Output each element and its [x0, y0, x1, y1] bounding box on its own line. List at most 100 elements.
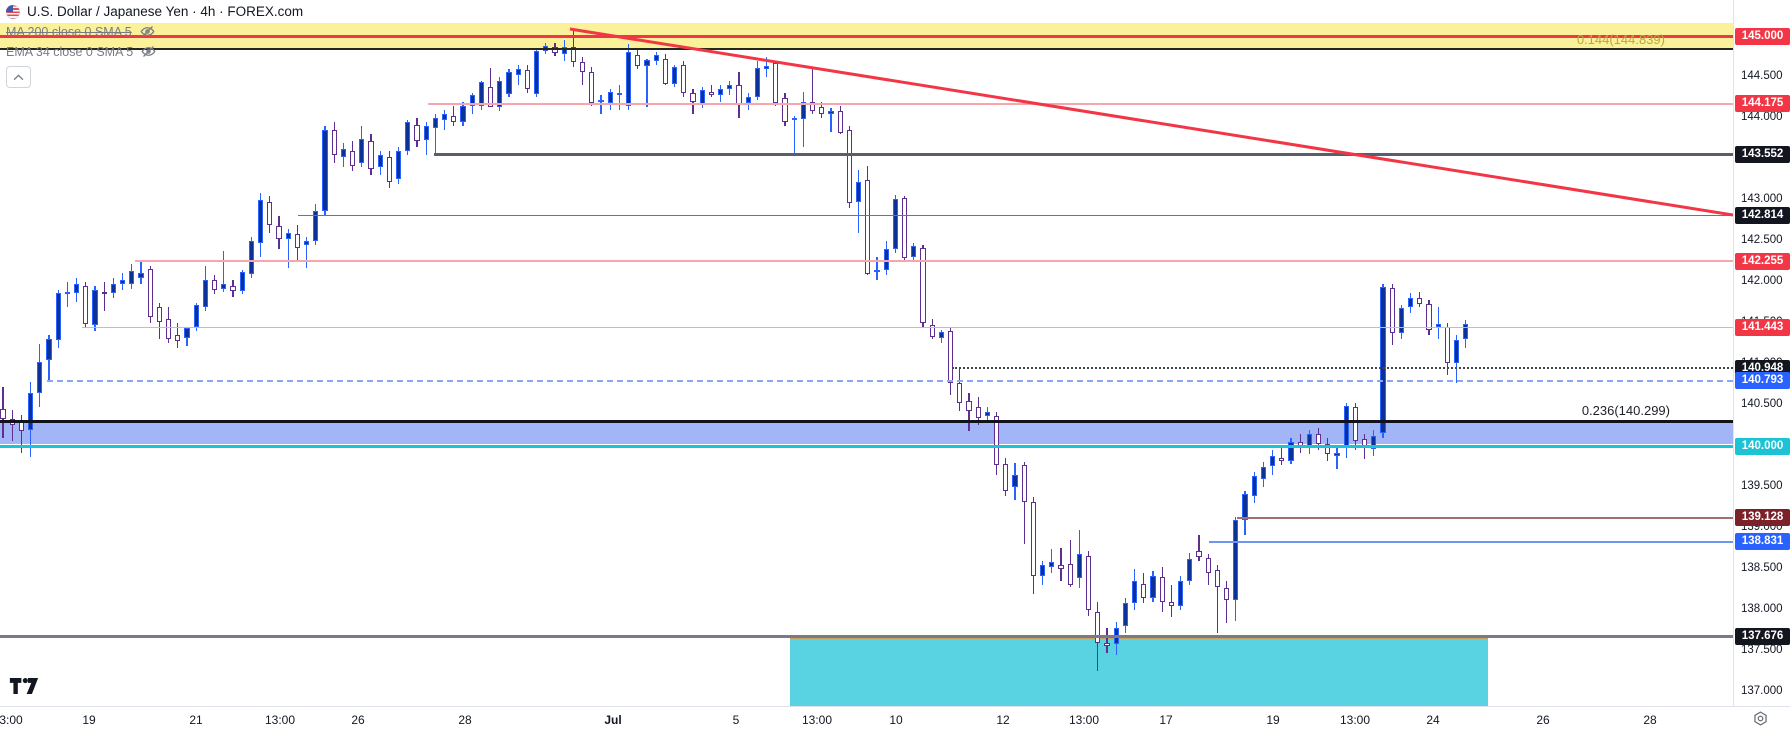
candle-down	[773, 63, 779, 104]
indicator-row-ma200[interactable]: MA 200 close 0 SMA 5	[6, 22, 303, 41]
price-tick: 144.500	[1741, 70, 1783, 82]
candle-up	[616, 92, 623, 95]
level-line-142.814	[298, 214, 1733, 216]
time-label: 3:00	[0, 713, 23, 727]
candle-wick	[517, 64, 519, 86]
candle-down	[1003, 464, 1009, 492]
candle-down	[1279, 458, 1285, 461]
candle-up	[129, 270, 135, 285]
candle-wick	[1051, 548, 1053, 574]
price-badge-143.552: 143.552	[1735, 146, 1790, 164]
candle-down	[1361, 439, 1368, 449]
level-line-142.255	[135, 260, 1733, 262]
price-badge-144.175: 144.175	[1735, 95, 1790, 113]
eye-off-icon[interactable]	[140, 24, 155, 39]
indicator-row-ema34[interactable]: EMA 34 close 0 SMA 5	[6, 42, 303, 61]
candle-up	[285, 232, 291, 240]
candle-down	[1141, 583, 1147, 598]
candle-up	[73, 284, 80, 293]
candle-up	[1049, 561, 1055, 567]
price-axis[interactable]: 144.500144.000143.500143.000142.500142.0…	[1733, 0, 1790, 706]
candle-up	[432, 118, 439, 128]
candle-up	[1463, 323, 1469, 339]
candle-up	[1269, 455, 1276, 467]
candle-down	[1205, 558, 1211, 574]
candle-up	[377, 154, 383, 168]
candle-up	[110, 284, 117, 293]
chevron-up-icon	[13, 73, 24, 80]
candle-up	[1242, 494, 1248, 520]
candle-down	[901, 197, 908, 259]
level-line-137.676	[0, 634, 1733, 639]
symbol-row[interactable]: U.S. Dollar / Japanese Yen · 4h · FOREX.…	[6, 2, 303, 21]
time-label: 28	[458, 713, 472, 727]
tradingview-logo[interactable]	[9, 677, 39, 700]
time-label: 13:00	[1339, 713, 1371, 727]
price-tick: 137.000	[1741, 685, 1783, 697]
price-tick: 138.500	[1741, 562, 1783, 574]
candle-up	[763, 66, 770, 69]
candle-down	[1030, 501, 1037, 576]
candle-down	[1095, 611, 1101, 643]
price-badge-142.255: 142.255	[1735, 252, 1790, 270]
candle-up	[1012, 474, 1018, 487]
legend-collapse-button[interactable]	[6, 66, 31, 88]
candle-wick	[1069, 540, 1071, 588]
candle-wick	[793, 116, 795, 154]
candle-up	[1233, 519, 1239, 601]
level-line-143.552	[434, 153, 1733, 157]
eye-off-icon[interactable]	[141, 44, 156, 59]
candle-down	[837, 110, 843, 133]
time-axis[interactable]: 3:00 19 21 13:00 26 28 Jul 5 13:00 10 12 13:00 17 19 1…	[0, 706, 1790, 733]
candle-wick	[1060, 547, 1062, 582]
gear-icon[interactable]	[1752, 710, 1770, 728]
candle-up	[717, 89, 724, 96]
candle-wick	[434, 113, 437, 155]
symbol-title: U.S. Dollar / Japanese Yen · 4h · FOREX.…	[27, 4, 304, 19]
candle-up	[625, 51, 632, 106]
candle-down	[147, 268, 153, 318]
candle-down	[211, 279, 218, 291]
time-label: 24	[1426, 713, 1440, 727]
level-line-139.128	[1237, 516, 1733, 519]
candle-up	[984, 412, 991, 417]
candle-down	[681, 64, 687, 94]
candle-up	[395, 150, 402, 180]
candle-down	[331, 130, 337, 155]
candle-up	[800, 102, 807, 119]
level-line-140.948	[952, 367, 1733, 370]
candle-wick	[968, 392, 970, 432]
candle-down	[966, 400, 972, 411]
price-tick: 142.500	[1741, 234, 1783, 246]
time-label: 13:00	[1068, 713, 1100, 727]
candle-up	[515, 68, 521, 75]
candle-up	[607, 91, 613, 104]
candle-down	[819, 107, 825, 114]
candle-down	[368, 140, 374, 169]
candle-up	[193, 304, 199, 328]
candle-up	[184, 327, 190, 338]
candle-down	[1021, 464, 1027, 502]
candle-up	[1187, 559, 1193, 582]
candle-up	[506, 72, 512, 95]
candle-down	[451, 115, 457, 123]
price-badge-140.793: 140.793	[1735, 372, 1790, 390]
candle-down	[635, 54, 641, 67]
candle-down	[1389, 287, 1395, 333]
candle-up	[138, 272, 144, 278]
candle-wick	[103, 282, 105, 311]
candle-up	[469, 95, 475, 106]
candle-up	[754, 67, 761, 97]
candle-up	[1260, 466, 1267, 479]
candle-wick	[1225, 581, 1228, 624]
candle-down	[1214, 569, 1221, 588]
candle-up	[855, 181, 862, 203]
candle-up	[561, 47, 567, 55]
candle-down	[386, 157, 393, 182]
chart-canvas[interactable]: 0.144(144.839) 0.236(140.299)	[0, 0, 1733, 706]
candle-up	[460, 105, 466, 123]
price-tick: 144.000	[1741, 111, 1783, 123]
candle-down	[1085, 555, 1092, 610]
candle-up	[1343, 405, 1349, 447]
candle-down	[929, 324, 935, 337]
